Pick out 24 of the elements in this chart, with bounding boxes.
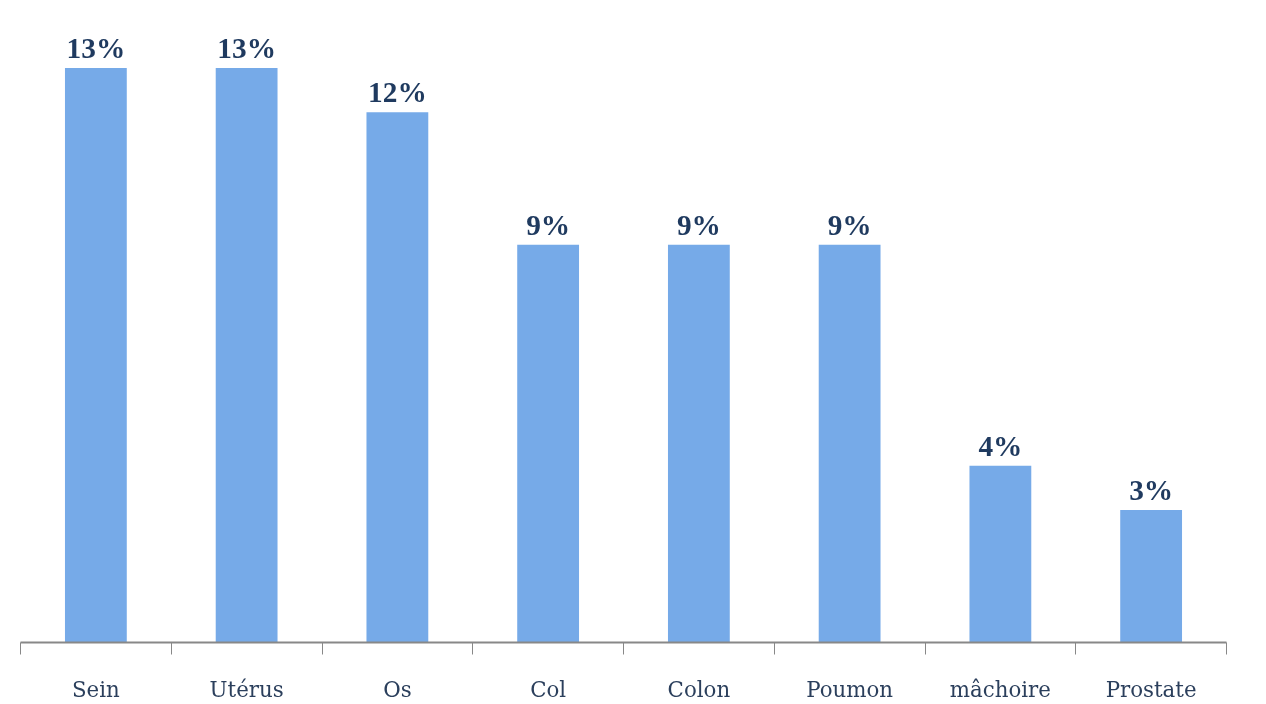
bar	[366, 112, 429, 643]
bar	[818, 244, 881, 643]
data-label: 12%	[368, 76, 427, 109]
data-label: 13%	[217, 31, 276, 64]
bar	[517, 244, 580, 643]
data-label: 9%	[526, 208, 571, 241]
x-tick-label: Colon	[667, 676, 731, 702]
bar	[64, 67, 127, 643]
x-tick-label: Os	[383, 676, 412, 702]
data-label: 4%	[978, 429, 1023, 462]
data-label: 3%	[1129, 473, 1174, 506]
x-tick-label: Utérus	[209, 676, 284, 702]
data-label: 9%	[827, 208, 872, 241]
x-tick-label: Poumon	[806, 676, 894, 702]
x-tick-label: Sein	[71, 676, 121, 702]
x-tick-label: Col	[530, 676, 567, 702]
data-label: 13%	[66, 31, 126, 64]
x-tick-label: Prostate	[1105, 676, 1197, 702]
bar	[667, 244, 730, 643]
x-tick-label: mâchoire	[949, 676, 1051, 702]
bar	[969, 465, 1032, 643]
bar	[1120, 509, 1183, 643]
bar	[215, 67, 278, 643]
data-label: 9%	[676, 208, 721, 241]
